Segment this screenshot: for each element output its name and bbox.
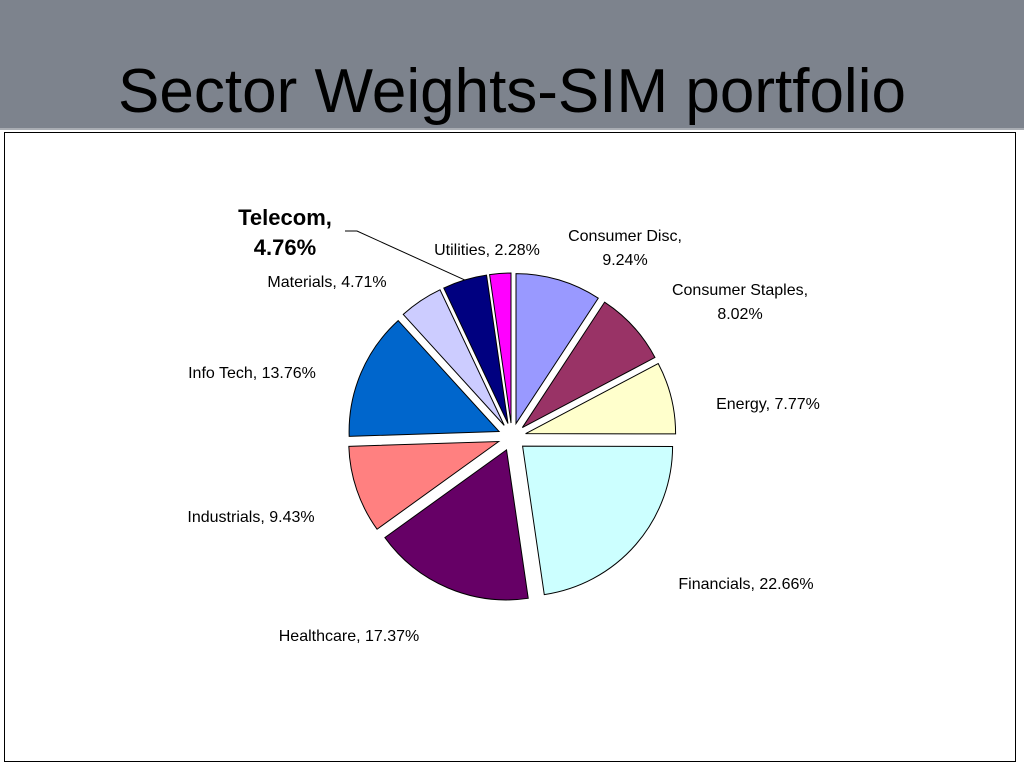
slide-title: Sector Weights-SIM portfolio [118,57,906,126]
data-label-utilities: Utilities, 2.28% [434,242,540,259]
data-label-healthcare: Healthcare, 17.37% [279,628,420,645]
pie-slice-consumer-disc [515,273,599,426]
pie-slice-materials [402,289,505,426]
data-label-consumer-staples-value: 8.02% [717,306,762,323]
pie-slice-financials [522,445,674,596]
pie-slices [348,272,677,601]
pie-labels: Consumer Disc, 9.24% Consumer Staples, 8.02… [187,205,819,645]
data-label-consumer-staples: Consumer Staples, [672,282,808,299]
data-label-financials: Financials, 22.66% [678,576,813,593]
pie-slice-energy [525,362,677,435]
pie-slice-healthcare [384,449,529,601]
pie-chart: Consumer Disc, 9.24% Consumer Staples, 8.02… [187,205,819,645]
leader-line-telecom [345,230,465,281]
data-label-consumer-disc: Consumer Disc, [568,228,682,245]
data-label-energy: Energy, 7.77% [716,396,820,413]
pie-slice-industrials [348,440,501,530]
data-label-telecom: Telecom, [238,205,332,230]
pie-slice-utilities [489,272,512,424]
data-label-telecom-value: 4.76% [254,235,316,260]
pie-slice-consumer-staples [521,301,656,429]
data-label-info-tech: Info Tech, 13.76% [188,365,316,382]
data-label-consumer-disc-value: 9.24% [602,252,647,269]
data-label-materials: Materials, 4.71% [267,274,386,291]
pie-slice-info-tech [348,319,501,437]
data-label-industrials: Industrials, 9.43% [187,509,314,526]
title-band-divider [0,128,1024,130]
pie-slice-telecom [443,274,509,424]
title-band [0,0,1024,130]
chart-frame: Consumer Disc, 9.24% Consumer Staples, 8.02… [4,132,1016,762]
